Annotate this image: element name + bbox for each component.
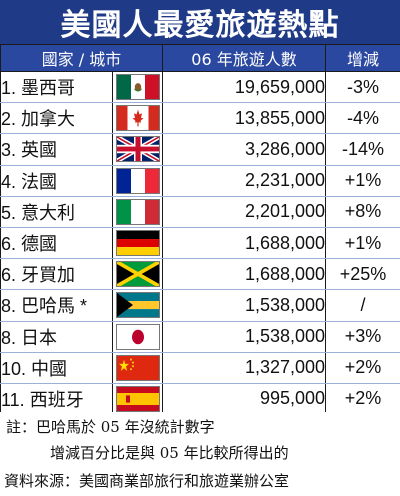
country-name: 墨西哥 xyxy=(21,78,76,99)
note-bahamas: 註：巴哈馬於 05 年沒統計數字 xyxy=(6,418,215,436)
country-name: 中國 xyxy=(31,358,68,379)
visitors-cell: 1,688,000 xyxy=(162,258,327,291)
country-cell: 8. 巴哈馬 * xyxy=(0,289,113,322)
rank-number: 1. xyxy=(1,78,17,99)
country-name: 西班牙 xyxy=(29,389,84,410)
header-change: 增減 xyxy=(325,44,400,72)
china-flag xyxy=(115,354,160,381)
canada-flag xyxy=(115,105,160,132)
visitors-cell: 1,327,000 xyxy=(162,351,327,384)
flag-cell xyxy=(111,226,164,260)
jamaica-flag xyxy=(115,261,160,288)
country-cell: 4. 法國 xyxy=(0,164,113,197)
country-cell: 2. 加拿大 xyxy=(0,102,113,135)
change-cell: +25% xyxy=(325,258,400,291)
germany-flag xyxy=(115,230,160,257)
spain-flag xyxy=(115,385,160,412)
note-percentage: 增減百分比是與 05 年比較所得出的 xyxy=(50,444,289,462)
japan-flag xyxy=(115,323,160,350)
header-country: 國家 / 城市 xyxy=(0,44,164,72)
table-row: 6. 牙買加 1,688,000 +25% xyxy=(0,258,400,291)
flag-cell xyxy=(111,195,164,228)
rank-number: 3. xyxy=(1,140,17,161)
visitors-cell: 2,201,000 xyxy=(162,195,327,228)
table-row: 3. 英國 3,286,000 -14% xyxy=(0,133,400,166)
visitors-table: 國家 / 城市 06 年旅遊人數 增減 1. 墨西哥 19,659,000 -3% 2… xyxy=(0,44,400,447)
change-cell: +3% xyxy=(325,320,400,353)
header-visitors: 06 年旅遊人數 xyxy=(162,44,327,72)
visitors-cell: 2,231,000 xyxy=(162,164,327,197)
bahamas-flag xyxy=(115,292,160,319)
country-cell: 6. 德國 xyxy=(0,226,113,260)
table-header-row: 國家 / 城市 06 年旅遊人數 增減 xyxy=(0,44,400,72)
rank-number: 10. xyxy=(1,358,27,379)
page-title: 美國人最愛旅遊熱點 xyxy=(0,0,400,44)
flag-cell xyxy=(111,289,164,322)
change-cell: -3% xyxy=(325,70,400,104)
change-cell: +2% xyxy=(325,351,400,384)
change-cell: -4% xyxy=(325,102,400,135)
country-name: 意大利 xyxy=(21,202,76,223)
table-row: 10. 中國 1,327,000 +2% xyxy=(0,351,400,384)
flag-cell xyxy=(111,70,164,104)
flag-cell xyxy=(111,102,164,135)
table-row: 2. 加拿大 13,855,000 -4% xyxy=(0,102,400,135)
country-cell: 11. 西班牙 xyxy=(0,382,113,416)
flag-cell xyxy=(111,164,164,197)
table-row: 8. 日本 1,538,000 +3% xyxy=(0,320,400,353)
table-row: 1. 墨西哥 19,659,000 -3% xyxy=(0,70,400,104)
footnotes: 註：巴哈馬於 05 年沒統計數字 增減百分比是與 05 年比較所得出的 資料來源… xyxy=(0,412,400,496)
rank-number: 5. xyxy=(1,202,17,223)
country-name: 法國 xyxy=(21,171,58,192)
flag-cell xyxy=(111,382,164,416)
mexico-flag xyxy=(115,74,160,101)
table-row: 11. 西班牙 995,000 +2% xyxy=(0,382,400,416)
flag-cell xyxy=(111,320,164,353)
rank-number: 8. xyxy=(1,296,17,317)
table-row: 6. 德國 1,688,000 +1% xyxy=(0,226,400,260)
flag-cell xyxy=(111,258,164,291)
rank-number: 8. xyxy=(1,327,17,348)
visitors-cell: 1,538,000 xyxy=(162,289,327,322)
table-row: 4. 法國 2,231,000 +1% xyxy=(0,164,400,197)
country-name: 日本 xyxy=(21,327,58,348)
country-name: 加拿大 xyxy=(21,109,76,130)
country-name: 德國 xyxy=(21,234,58,255)
change-cell: -14% xyxy=(325,133,400,166)
country-name: 牙買加 xyxy=(21,265,76,286)
change-cell: / xyxy=(325,289,400,322)
table-row: 5. 意大利 2,201,000 +8% xyxy=(0,195,400,228)
flag-cell xyxy=(111,133,164,166)
rank-number: 4. xyxy=(1,171,17,192)
country-cell: 5. 意大利 xyxy=(0,195,113,228)
italy-flag xyxy=(115,198,160,225)
visitors-cell: 1,688,000 xyxy=(162,226,327,260)
country-name: 英國 xyxy=(21,140,58,161)
change-cell: +2% xyxy=(325,382,400,416)
table-row: 8. 巴哈馬 * 1,538,000/ xyxy=(0,289,400,322)
change-cell: +8% xyxy=(325,195,400,228)
rank-number: 6. xyxy=(1,265,17,286)
france-flag xyxy=(115,167,160,194)
rank-number: 6. xyxy=(1,234,17,255)
country-cell: 3. 英國 xyxy=(0,133,113,166)
uk-flag xyxy=(115,136,160,163)
visitors-cell: 1,538,000 xyxy=(162,320,327,353)
country-cell: 6. 牙買加 xyxy=(0,258,113,291)
flag-cell xyxy=(111,351,164,384)
rank-number: 2. xyxy=(1,109,17,130)
country-cell: 8. 日本 xyxy=(0,320,113,353)
country-name: 巴哈馬 * xyxy=(21,296,88,317)
visitors-cell: 3,286,000 xyxy=(162,133,327,166)
visitors-cell: 995,000 xyxy=(162,382,327,416)
visitors-cell: 13,855,000 xyxy=(162,102,327,135)
change-cell: +1% xyxy=(325,164,400,197)
visitors-cell: 19,659,000 xyxy=(162,70,327,104)
rank-number: 11. xyxy=(1,389,25,410)
data-source: 資料來源：美國商業部旅行和旅遊業辦公室 xyxy=(4,472,290,490)
country-cell: 1. 墨西哥 xyxy=(0,70,113,104)
change-cell: +1% xyxy=(325,226,400,260)
country-cell: 10. 中國 xyxy=(0,351,113,384)
